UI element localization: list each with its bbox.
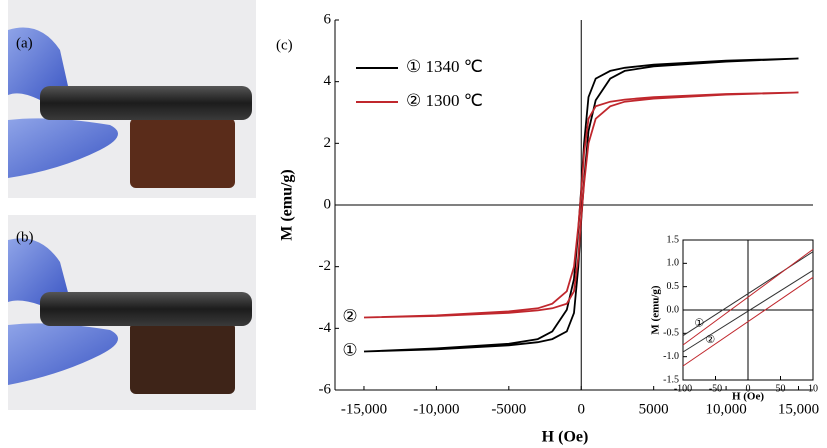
annotation: ① <box>342 340 357 359</box>
inset-annotation: ② <box>705 334 715 346</box>
y-tick-label: 4 <box>324 73 332 89</box>
x-tick-label: 10 <box>808 383 818 394</box>
data-line <box>363 91 799 319</box>
x-tick-label: 0 <box>577 401 585 417</box>
inset-annotation: ① <box>694 318 704 330</box>
data-line <box>682 269 814 353</box>
panel-label: (b) <box>16 229 34 245</box>
x-tick-label: -100 <box>674 383 692 394</box>
x-tick-label: -50 <box>709 383 722 394</box>
photo-a: (a) <box>8 0 256 198</box>
x-tick-label: -10,000 <box>413 401 459 417</box>
x-tick-label: 0 <box>746 383 751 394</box>
y-tick-label: 0.5 <box>667 281 680 292</box>
inset-y-label: M (emu/g) <box>650 285 662 335</box>
photo-b: (b) <box>8 215 256 410</box>
y-tick-label: -0.5 <box>663 328 679 339</box>
legend-label: ② 1300 ℃ <box>406 91 483 110</box>
x-tick-label: -15,000 <box>341 401 387 417</box>
panel-label: (c) <box>276 37 293 53</box>
y-tick-label: 0.0 <box>667 304 680 315</box>
y-tick-label: -1.5 <box>663 374 679 385</box>
y-tick-label: -4 <box>319 320 332 336</box>
y-tick-label: 6 <box>324 11 332 27</box>
data-line <box>682 248 814 346</box>
x-axis-label: H (Oe) <box>542 429 589 446</box>
y-axis-label: M (emu/g) <box>279 169 296 241</box>
x-tick-label: 50 <box>776 383 786 394</box>
annotation: ② <box>342 306 357 325</box>
x-tick-label: -5000 <box>491 401 526 417</box>
x-tick-label: 15,000 <box>778 401 819 417</box>
x-tick-label: 10,000 <box>705 401 746 417</box>
y-tick-label: -1.0 <box>663 351 679 362</box>
y-tick-label: -6 <box>319 381 332 397</box>
panel-label: (a) <box>16 35 33 51</box>
y-tick-label: -2 <box>319 258 332 274</box>
y-tick-label: 0 <box>324 196 332 212</box>
legend-label: ① 1340 ℃ <box>406 57 483 76</box>
x-tick-label: 5000 <box>639 401 669 417</box>
data-line <box>682 276 814 367</box>
y-tick-label: 1.5 <box>667 234 680 245</box>
y-tick-label: 2 <box>324 135 332 151</box>
y-tick-label: 1.0 <box>667 258 680 269</box>
inset-x-label: H (Oe) <box>732 391 764 403</box>
